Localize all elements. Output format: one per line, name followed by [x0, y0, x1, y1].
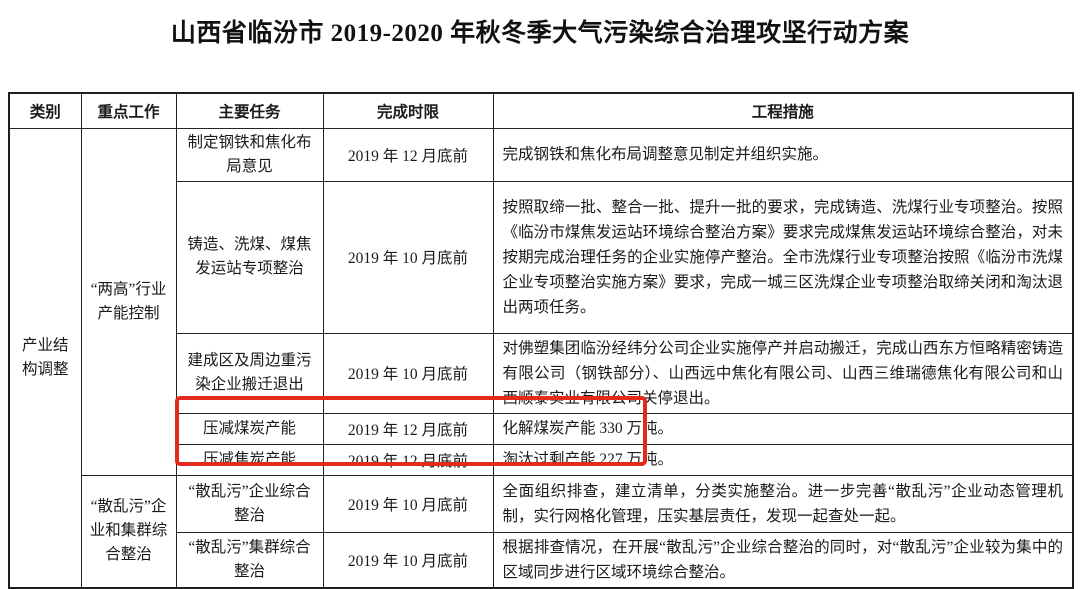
cell-task: 建成区及周边重污染企业搬迁退出 [175, 332, 324, 414]
table-row: “散乱污”企业和集群综合整治 “散乱污”企业综合整治 2019 年 10 月底前… [9, 474, 1074, 588]
header-cell-measure: 工程措施 [492, 92, 1074, 129]
cell-task: 制定钢铁和焦化布局意见 [175, 127, 324, 182]
header-cell-task: 主要任务 [175, 92, 324, 129]
group-cell: “散乱污”企业和集群综合整治 [80, 474, 177, 588]
cell-measure: 根据排查情况，在开展“散乱污”企业综合整治的同时，对“散乱污”企业较为集中的区域… [492, 531, 1074, 588]
data-table: 类别 重点工作 主要任务 完成时限 工程措施 产业结构调整 “两高”行业产能控制… [8, 92, 1074, 589]
cell-deadline: 2019 年 10 月底前 [322, 332, 494, 414]
table-row-highlighted: 压减煤炭产能 2019 年 12 月底前 化解煤炭产能 330 万吨。 [9, 412, 1074, 445]
table-row-highlighted: 压减焦炭产能 2019 年 12 月底前 淘汰过剩产能 227 万吨。 [9, 443, 1074, 476]
cell-measure: 淘汰过剩产能 227 万吨。 [492, 443, 1074, 476]
cell-deadline: 2019 年 12 月底前 [322, 443, 494, 476]
doc-title: 山西省临汾市 2019-2020 年秋冬季大气污染综合治理攻坚行动方案 [170, 20, 910, 47]
cell-deadline: 2019 年 12 月底前 [322, 127, 494, 182]
cell-deadline: 2019 年 12 月底前 [322, 412, 494, 445]
cell-task: “散乱污”集群综合整治 [175, 531, 324, 588]
table-row: 铸造、洗煤、煤焦发运站专项整治 2019 年 10 月底前 按照取缔一批、整合一… [9, 180, 1074, 334]
group-cell: “两高”行业产能控制 [80, 127, 177, 476]
cell-measure: 全面组织排查，建立清单，分类实施整治。进一步完善“散乱污”企业动态管理机制，实行… [492, 474, 1074, 533]
table-container: 类别 重点工作 主要任务 完成时限 工程措施 产业结构调整 “两高”行业产能控制… [8, 92, 1074, 589]
cell-deadline: 2019 年 10 月底前 [322, 474, 494, 533]
cell-measure: 完成钢铁和焦化布局调整意见制定并组织实施。 [492, 127, 1074, 182]
cell-measure: 按照取缔一批、整合一批、提升一批的要求，完成铸造、洗煤行业专项整治。按照《临汾市… [492, 180, 1074, 334]
header-cell-category: 类别 [8, 92, 82, 129]
cell-deadline: 2019 年 10 月底前 [322, 180, 494, 334]
cell-task: 铸造、洗煤、煤焦发运站专项整治 [175, 180, 324, 334]
header-cell-keywork: 重点工作 [80, 92, 177, 129]
header-cell-deadline: 完成时限 [322, 92, 494, 129]
table-header-row: 类别 重点工作 主要任务 完成时限 工程措施 [8, 92, 1074, 129]
category-cell: 产业结构调整 [8, 127, 82, 588]
cell-deadline: 2019 年 10 月底前 [322, 531, 494, 588]
cell-task: 压减煤炭产能 [175, 412, 324, 445]
cell-task: 压减焦炭产能 [175, 443, 324, 476]
table-row: 产业结构调整 “两高”行业产能控制 制定钢铁和焦化布局意见 2019 年 12 … [8, 127, 1074, 588]
cell-measure: 化解煤炭产能 330 万吨。 [492, 412, 1074, 445]
cell-task: “散乱污”企业综合整治 [175, 474, 324, 533]
cell-measure: 对佛塑集团临汾经纬分公司企业实施停产并启动搬迁，完成山西东方恒略精密铸造有限公司… [492, 332, 1074, 414]
